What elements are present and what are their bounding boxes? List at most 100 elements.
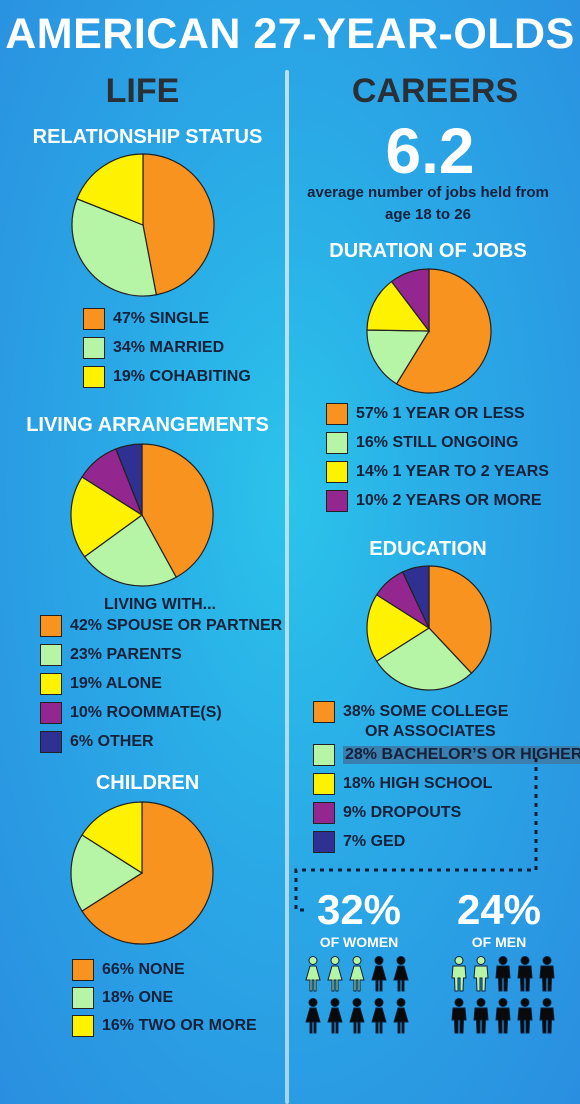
relationship-legend-item-1: 34% MARRIED <box>83 336 224 360</box>
duration-legend-item-1: 16% STILL ONGOING <box>326 431 518 455</box>
living-legend-swatch-0 <box>40 615 62 637</box>
duration-slice-3 <box>390 268 430 333</box>
men-figure-1 <box>473 956 489 992</box>
jobs-number: 6.2 <box>385 115 475 187</box>
men-figure-3 <box>517 956 533 992</box>
duration-slice-1 <box>366 329 431 385</box>
duration-legend-label-3: 10% 2 YEARS OR MORE <box>356 492 542 509</box>
living-legend-item-3: 10% ROOMMATE(S) <box>40 701 222 725</box>
living-legend-item-4: 6% OTHER <box>40 730 154 754</box>
education-heading: EDUCATION <box>369 538 487 560</box>
living-legend-label-4: 6% OTHER <box>70 733 154 750</box>
children-heading: CHILDREN <box>95 772 200 794</box>
column-divider <box>285 70 289 1104</box>
children-slice-2 <box>81 801 143 875</box>
duration-legend-item-0: 57% 1 YEAR OR LESS <box>326 402 525 426</box>
education-legend-item-0: 38% SOME COLLEGE <box>313 700 508 724</box>
relationship-legend-label-2: 19% COHABITING <box>113 368 251 385</box>
duration-slice-2 <box>366 280 431 332</box>
duration-legend-label-0: 57% 1 YEAR OR LESS <box>356 405 525 422</box>
education-legend-swatch-0 <box>313 701 335 723</box>
living-slice-4 <box>115 443 143 516</box>
education-legend-label-4: 7% GED <box>343 833 406 850</box>
men-label: OF MEN <box>471 934 527 950</box>
education-legend-label-1: 28% BACHELOR’S OR HIGHER <box>343 746 580 764</box>
education-legend-label-2: 18% HIGH SCHOOL <box>343 775 493 792</box>
education-legend-item-4: 7% GED <box>313 830 405 854</box>
duration-heading: DURATION OF JOBS <box>329 240 527 262</box>
life-heading: LIFE <box>105 72 180 110</box>
education-legend-label2-0: OR ASSOCIATES <box>365 723 496 740</box>
living-legend-swatch-4 <box>40 731 62 753</box>
men-figure-8 <box>517 998 533 1034</box>
jobs-description-line1: average number of jobs held from <box>307 184 549 201</box>
living-legend-item-0: 42% SPOUSE OR PARTNER <box>40 614 282 638</box>
relationship-legend-swatch-1 <box>83 337 105 359</box>
duration-legend-swatch-3 <box>326 490 348 512</box>
men-figure-9 <box>539 998 555 1034</box>
education-slice-2 <box>366 593 431 663</box>
women-label: OF WOMEN <box>319 934 399 950</box>
education-slice-0 <box>428 565 492 675</box>
children-slice-0 <box>81 801 214 945</box>
relationship-slice-2 <box>76 153 144 226</box>
duration-legend-swatch-2 <box>326 461 348 483</box>
education-legend-item-3: 9% DROPOUTS <box>313 801 461 825</box>
education-legend-label-3: 9% DROPOUTS <box>343 804 462 821</box>
children-legend-swatch-2 <box>72 1015 94 1037</box>
education-legend-swatch-1 <box>313 744 335 766</box>
living-slice-0 <box>141 443 214 579</box>
living-pie-chart <box>70 443 214 587</box>
education-legend-item-1: 28% BACHELOR’S OR HIGHER <box>313 743 580 767</box>
women-figure-9 <box>393 998 409 1034</box>
education-legend-item-2: 18% HIGH SCHOOL <box>313 772 492 796</box>
men-figure-7 <box>495 998 511 1034</box>
duration-legend-label-1: 16% STILL ONGOING <box>356 434 519 451</box>
living-heading: LIVING ARRANGEMENTS <box>26 414 269 436</box>
women-percent: 32% <box>316 886 402 933</box>
women-figure-4 <box>393 956 409 992</box>
relationship-slice-0 <box>142 153 215 296</box>
duration-legend-swatch-1 <box>326 432 348 454</box>
living-legend-label-1: 23% PARENTS <box>70 646 182 663</box>
duration-slice-0 <box>395 268 492 394</box>
duration-legend-item-3: 10% 2 YEARS OR MORE <box>326 489 542 513</box>
careers-heading: CAREERS <box>351 72 519 110</box>
men-figure-6 <box>473 998 489 1034</box>
duration-legend-item-2: 14% 1 YEAR TO 2 YEARS <box>326 460 549 484</box>
living-legend-swatch-3 <box>40 702 62 724</box>
relationship-legend-item-0: 47% SINGLE <box>83 307 209 331</box>
dotted-connector <box>294 758 538 912</box>
women-figure-1 <box>327 956 343 992</box>
relationship-legend-label-1: 34% MARRIED <box>113 339 225 356</box>
children-legend-label-2: 16% TWO OR MORE <box>102 1017 257 1034</box>
living-legend-label-3: 10% ROOMMATE(S) <box>70 704 222 721</box>
children-pie-chart <box>70 801 214 945</box>
children-slice-1 <box>70 834 144 912</box>
women-figure-6 <box>327 998 343 1034</box>
education-legend-swatch-3 <box>313 802 335 824</box>
living-legend-swatch-2 <box>40 673 62 695</box>
page-title: AMERICAN 27-YEAR-OLDS <box>5 10 575 58</box>
education-legend-swatch-4 <box>313 831 335 853</box>
women-figure-7 <box>349 998 365 1034</box>
children-legend-swatch-0 <box>72 959 94 981</box>
living-slice-2 <box>70 476 144 558</box>
relationship-slice-1 <box>71 198 158 297</box>
relationship-legend-item-2: 19% COHABITING <box>83 365 251 389</box>
relationship-legend-swatch-0 <box>83 308 105 330</box>
children-legend-item-0: 66% NONE <box>72 958 185 982</box>
education-slice-4 <box>401 565 430 629</box>
living-legend-label-2: 19% ALONE <box>70 675 162 692</box>
living-legend-item-1: 23% PARENTS <box>40 643 182 667</box>
relationship-legend-label-0: 47% SINGLE <box>113 310 210 327</box>
living-legend-swatch-1 <box>40 644 62 666</box>
children-legend-item-1: 18% ONE <box>72 986 173 1010</box>
men-figure-5 <box>451 998 467 1034</box>
duration-legend-label-2: 14% 1 YEAR TO 2 YEARS <box>356 463 549 480</box>
men-figure-2 <box>495 956 511 992</box>
relationship-legend-swatch-2 <box>83 366 105 388</box>
children-legend-label-1: 18% ONE <box>102 989 174 1006</box>
women-figure-0 <box>305 956 321 992</box>
education-legend-label-0: 38% SOME COLLEGE <box>343 703 509 720</box>
